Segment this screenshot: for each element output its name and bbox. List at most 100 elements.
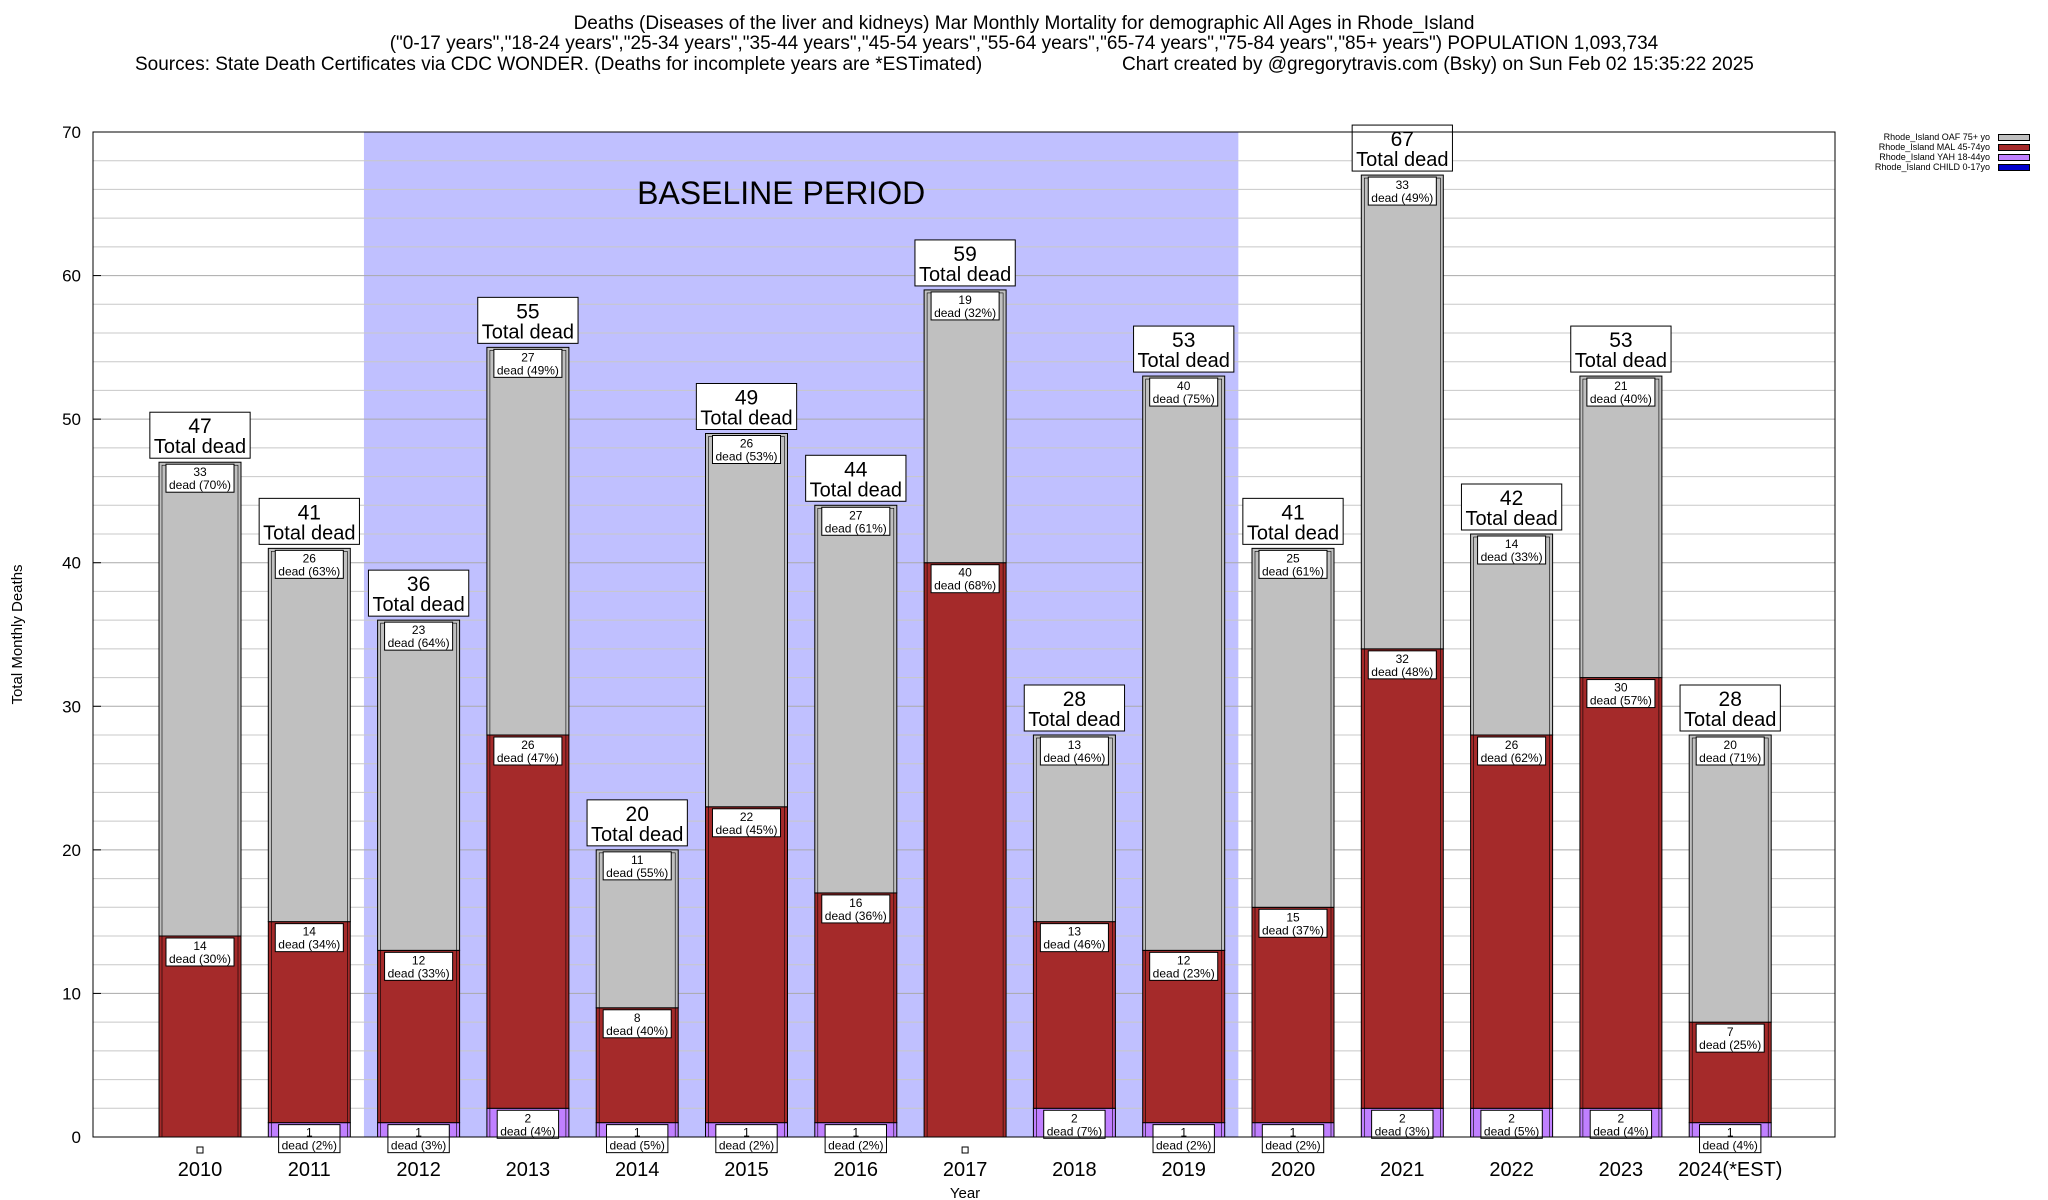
zero-marker xyxy=(197,1147,203,1153)
stacked-bar-chart: BASELINE PERIOD01020304050607014dead (30… xyxy=(0,0,2048,1200)
segment-label-text: dead (4%) xyxy=(500,1124,555,1138)
total-label-text: Total dead xyxy=(1028,709,1120,731)
segment-label-value: 12 xyxy=(1177,953,1191,967)
segment-label-value: 30 xyxy=(1614,681,1628,695)
segment-label-value: 13 xyxy=(1068,738,1082,752)
segment-label-text: dead (2%) xyxy=(1156,1139,1211,1153)
segment-label-value: 26 xyxy=(740,437,754,451)
segment-label-value: 19 xyxy=(958,293,972,307)
total-label-value: 47 xyxy=(188,415,211,438)
segment-label-text: dead (49%) xyxy=(1371,191,1433,205)
segment-label-value: 1 xyxy=(634,1126,641,1140)
bar-segment xyxy=(706,434,788,807)
total-label-text: Total dead xyxy=(1138,350,1230,372)
segment-label-text: dead (47%) xyxy=(497,751,559,765)
bar-segment xyxy=(924,290,1006,563)
x-tick-label: 2017 xyxy=(943,1159,988,1181)
bar-segment xyxy=(1689,735,1771,1022)
segment-label-value: 7 xyxy=(1727,1025,1734,1039)
total-label-value: 28 xyxy=(1063,688,1086,711)
segment-label-text: dead (4%) xyxy=(1703,1139,1758,1153)
segment-label-value: 26 xyxy=(303,551,317,565)
segment-label-value: 2 xyxy=(1071,1111,1078,1125)
bar-segment xyxy=(1361,175,1443,649)
segment-label-text: dead (34%) xyxy=(278,938,340,952)
segment-label-text: dead (63%) xyxy=(278,564,340,578)
total-label-value: 41 xyxy=(298,501,321,524)
segment-label-value: 1 xyxy=(306,1126,313,1140)
segment-label-value: 27 xyxy=(849,508,863,522)
segment-label-value: 13 xyxy=(1068,925,1082,939)
segment-label-value: 40 xyxy=(1177,379,1191,393)
segment-label-value: 16 xyxy=(849,896,863,910)
y-axis-label: Total Monthly Deaths xyxy=(9,564,26,704)
segment-label-text: dead (25%) xyxy=(1699,1038,1761,1052)
segment-label-text: dead (70%) xyxy=(169,478,231,492)
x-tick-label: 2023 xyxy=(1599,1159,1644,1181)
total-label-text: Total dead xyxy=(1465,508,1557,530)
y-tick-label: 0 xyxy=(72,1128,81,1147)
segment-label-text: dead (57%) xyxy=(1590,694,1652,708)
segment-label-text: dead (37%) xyxy=(1262,923,1324,937)
segment-label-text: dead (23%) xyxy=(1153,966,1215,980)
segment-label-value: 2 xyxy=(1508,1111,1515,1125)
total-label-value: 42 xyxy=(1500,487,1523,510)
y-tick-label: 30 xyxy=(62,697,81,716)
segment-label-value: 40 xyxy=(958,566,972,580)
segment-label-text: dead (68%) xyxy=(934,579,996,593)
bar-segment xyxy=(1252,548,1334,907)
segment-label-text: dead (49%) xyxy=(497,363,559,377)
total-label-text: Total dead xyxy=(154,436,246,458)
bar-segment xyxy=(1471,735,1553,1108)
segment-label-text: dead (2%) xyxy=(828,1139,883,1153)
x-tick-label: 2024(*EST) xyxy=(1678,1159,1783,1181)
x-tick-label: 2014 xyxy=(615,1159,660,1181)
segment-label-value: 33 xyxy=(193,465,207,479)
x-tick-label: 2010 xyxy=(178,1159,223,1181)
segment-label-text: dead (4%) xyxy=(1593,1124,1648,1138)
segment-label-text: dead (46%) xyxy=(1043,751,1105,765)
segment-label-value: 15 xyxy=(1286,910,1300,924)
segment-label-value: 14 xyxy=(303,925,317,939)
segment-label-value: 14 xyxy=(193,939,207,953)
segment-label-value: 33 xyxy=(1396,178,1410,192)
total-label-text: Total dead xyxy=(482,321,574,343)
total-label-value: 36 xyxy=(407,573,430,596)
segment-label-text: dead (40%) xyxy=(606,1024,668,1038)
segment-label-text: dead (33%) xyxy=(1481,550,1543,564)
segment-label-value: 8 xyxy=(634,1011,641,1025)
x-tick-label: 2021 xyxy=(1380,1159,1425,1181)
bar-segment xyxy=(815,893,897,1123)
zero-marker xyxy=(962,1147,968,1153)
total-label-text: Total dead xyxy=(1575,350,1667,372)
total-label-value: 44 xyxy=(844,458,868,481)
segment-label-value: 2 xyxy=(525,1111,532,1125)
y-tick-label: 60 xyxy=(62,267,81,286)
total-label-text: Total dead xyxy=(263,522,355,544)
segment-label-value: 1 xyxy=(415,1126,422,1140)
bar-segment xyxy=(1361,649,1443,1108)
bar-segment xyxy=(159,462,241,936)
total-label-text: Total dead xyxy=(1247,522,1339,544)
segment-label-text: dead (2%) xyxy=(282,1139,337,1153)
segment-label-text: dead (61%) xyxy=(825,521,887,535)
bar-segment xyxy=(924,563,1006,1137)
segment-label-text: dead (5%) xyxy=(1484,1124,1539,1138)
bar-segment xyxy=(1252,907,1334,1122)
segment-label-value: 2 xyxy=(1399,1111,1406,1125)
total-label-value: 53 xyxy=(1172,329,1195,352)
total-label-value: 49 xyxy=(735,387,758,410)
segment-label-value: 25 xyxy=(1286,551,1300,565)
x-tick-label: 2013 xyxy=(506,1159,551,1181)
segment-label-text: dead (45%) xyxy=(715,823,777,837)
total-label-text: Total dead xyxy=(372,594,464,616)
segment-label-value: 12 xyxy=(412,953,426,967)
segment-label-value: 14 xyxy=(1505,537,1519,551)
y-tick-label: 10 xyxy=(62,984,81,1003)
segment-label-text: dead (5%) xyxy=(610,1139,665,1153)
segment-label-text: dead (64%) xyxy=(388,636,450,650)
segment-label-value: 26 xyxy=(521,738,535,752)
total-label-text: Total dead xyxy=(810,479,902,501)
segment-label-text: dead (40%) xyxy=(1590,392,1652,406)
x-tick-label: 2012 xyxy=(396,1159,441,1181)
